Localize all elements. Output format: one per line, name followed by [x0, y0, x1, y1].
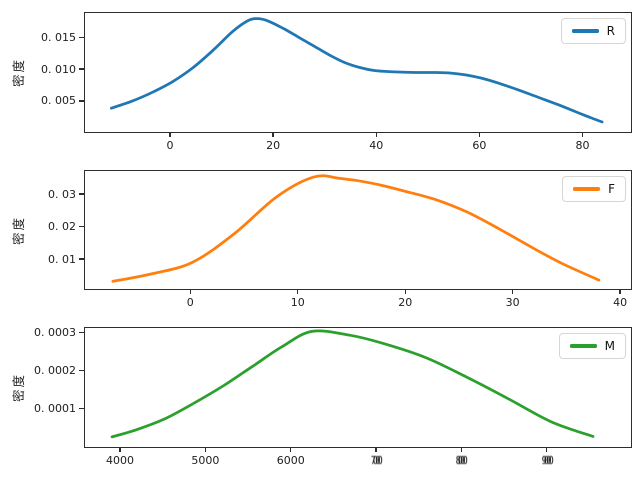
x-tick-mark: [511, 289, 514, 294]
y-tick-mark: [78, 369, 84, 372]
legend-line-sample: [573, 187, 601, 191]
y-axis-label-m: 密度: [7, 328, 27, 447]
density-curve-r: [109, 17, 604, 124]
y-tick-mark: [78, 68, 84, 70]
legend-r: R: [560, 18, 626, 44]
x-tick-mark: [478, 132, 481, 137]
y-tick-label: 0. 015: [41, 30, 76, 44]
y-axis-label-text: 密度: [10, 372, 26, 403]
x-tick-label: 5000: [191, 454, 220, 467]
y-tick-mark: [78, 258, 84, 260]
subplot-density-m: 密度 M 4000 5000 6000 7000 8000 9000 0. 0001 0. 0…: [11, 326, 632, 467]
legend-f: F: [562, 176, 626, 202]
x-tick-label: 40: [369, 139, 384, 152]
y-tick-label: 0. 03: [48, 187, 76, 201]
y-tick-mark: [78, 225, 84, 228]
x-tick-label: 0: [186, 296, 194, 309]
y-tick-mark: [78, 36, 84, 38]
x-tick-label: 40: [613, 296, 628, 309]
x-tick-label: 10: [290, 296, 305, 309]
subplot-density-r: 密度 R 0 20 40 60 80 0. 005 0. 010 0. 015: [11, 12, 632, 152]
x-tick-mark: [581, 132, 584, 137]
x-tick-mark: [375, 447, 377, 452]
x-tick-mark: [119, 447, 121, 452]
x-tick-mark: [204, 447, 207, 452]
x-tick-label: 8000: [456, 454, 468, 467]
legend-line-sample: [569, 344, 597, 348]
x-tick-label: 9000: [541, 454, 554, 467]
legend-label: F: [608, 182, 615, 196]
x-tick-label: 0: [166, 139, 174, 152]
x-tick-label: 6000: [276, 454, 305, 467]
x-tick-mark: [546, 447, 548, 452]
x-tick-mark: [404, 289, 406, 294]
y-tick-label: 0. 02: [48, 220, 76, 234]
legend-label: R: [606, 24, 615, 38]
plot-area-r: [109, 17, 604, 124]
y-tick-label: 0. 01: [48, 252, 76, 266]
x-tick-label: 7000: [370, 454, 383, 467]
x-tick-mark: [169, 132, 171, 137]
density-curve-f: [111, 174, 601, 283]
x-tick-label: 4000: [105, 454, 134, 467]
y-tick-mark: [78, 100, 84, 102]
x-tick-label: 60: [472, 139, 487, 152]
x-tick-mark: [460, 447, 463, 452]
legend-label: M: [604, 339, 615, 353]
x-tick-mark: [375, 132, 377, 137]
x-tick-label: 20: [266, 139, 281, 152]
x-tick-mark: [290, 447, 292, 452]
plot-area-m: [110, 329, 595, 439]
x-tick-mark: [297, 289, 299, 294]
x-tick-mark: [272, 132, 274, 137]
x-tick-label: 20: [398, 296, 413, 309]
y-tick-mark: [78, 193, 84, 195]
x-tick-mark: [189, 289, 191, 294]
y-tick-label: 0. 0001: [34, 402, 76, 416]
plot-area-f: [111, 174, 601, 283]
y-tick-label: 0. 005: [41, 94, 76, 108]
y-tick-mark: [78, 331, 84, 333]
x-tick-mark: [619, 289, 621, 294]
subplot-density-f: 密度 F 0 10 20 30 40 0. 01 0. 02 0. 03: [11, 170, 632, 309]
legend-line-sample: [571, 29, 599, 33]
density-curve-m: [110, 329, 595, 439]
y-tick-label: 0. 0002: [34, 364, 76, 377]
x-tick-label: 80: [575, 139, 590, 152]
y-tick-label: 0. 010: [41, 62, 76, 76]
legend-m: M: [558, 333, 626, 359]
x-tick-label: 30: [505, 296, 520, 309]
y-tick-label: 0. 0003: [34, 325, 76, 339]
y-tick-mark: [78, 408, 84, 410]
